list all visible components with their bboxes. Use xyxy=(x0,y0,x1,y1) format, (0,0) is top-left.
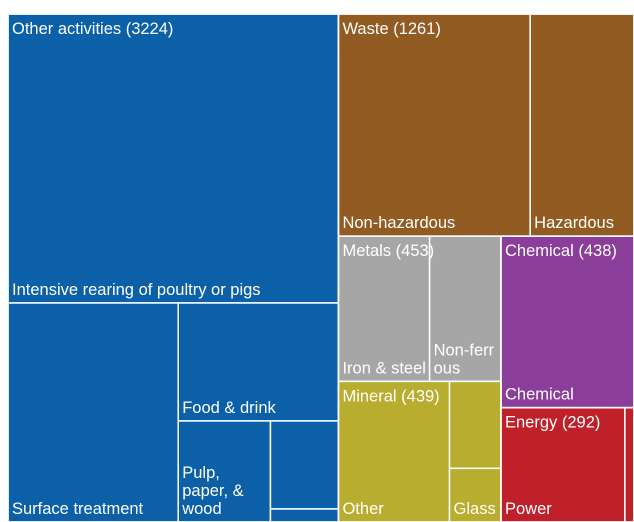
treemap-cell xyxy=(7,302,179,522)
group-label: Metals (453) xyxy=(342,243,434,261)
group-label: Waste (1261) xyxy=(342,20,440,38)
cell-label: Hazardous xyxy=(534,215,614,233)
cell-label: Iron & steel xyxy=(342,360,425,378)
group-label: Chemical (438) xyxy=(505,243,617,261)
treemap-cell xyxy=(269,420,340,510)
treemap-cell xyxy=(7,13,340,304)
treemap-cell xyxy=(177,302,340,422)
group-label: Energy (292) xyxy=(505,414,600,432)
treemap-cell xyxy=(448,380,502,470)
cell-label: Chemical xyxy=(505,386,574,404)
group-label: Other activities (3224) xyxy=(12,20,173,38)
cell-label: Surface treatment xyxy=(12,500,144,518)
cell-label: Pulp, paper, & wood xyxy=(181,464,248,518)
treemap-cell xyxy=(177,420,272,522)
cell-label: Other xyxy=(342,500,384,518)
treemap-cell xyxy=(428,235,502,383)
treemap-cell xyxy=(500,406,626,522)
treemap-cell xyxy=(337,380,451,522)
cell-label: Intensive rearing of poultry or pigs xyxy=(12,281,261,299)
cell-label: Non-hazardous xyxy=(342,215,455,233)
cell-label: Glass xyxy=(454,500,496,518)
treemap-cell xyxy=(500,235,634,409)
group-label: Mineral (439) xyxy=(342,388,439,406)
cell-label: Power xyxy=(505,500,552,518)
treemap-cell xyxy=(269,508,340,522)
treemap-cell xyxy=(624,406,634,522)
treemap-cell xyxy=(529,13,634,237)
cell-label: Food & drink xyxy=(182,399,276,417)
cell-label: Non-ferr ous xyxy=(434,342,499,378)
treemap-cell xyxy=(337,13,531,237)
